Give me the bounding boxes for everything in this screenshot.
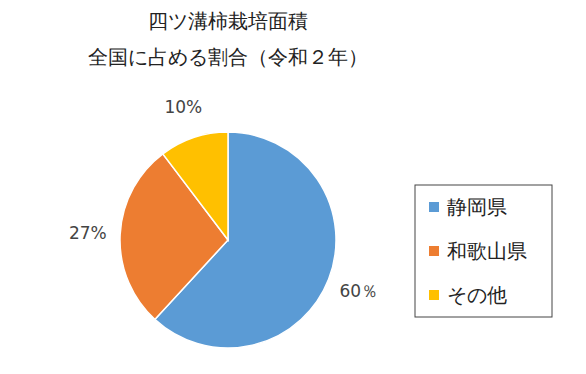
legend-label: 和歌山県 bbox=[447, 239, 527, 263]
legend-swatch bbox=[429, 246, 439, 256]
data-label: 10% bbox=[164, 97, 202, 117]
pie-slice bbox=[163, 132, 228, 240]
legend-swatch bbox=[429, 290, 439, 300]
legend-label: 静岡県 bbox=[447, 195, 507, 219]
chart-title: 四ツ溝柿栽培面積 bbox=[148, 9, 308, 33]
legend-swatch bbox=[429, 202, 439, 212]
legend: 静岡県和歌山県その他 bbox=[415, 185, 552, 317]
chart: 四ツ溝柿栽培面積全国に占める割合（令和２年） 60％ 27% 10% 静岡県和歌山県その… bbox=[0, 0, 586, 374]
pie bbox=[120, 132, 336, 348]
legend-frame bbox=[415, 185, 552, 317]
data-label: 27% bbox=[69, 223, 107, 243]
chart-title: 全国に占める割合（令和２年） bbox=[88, 45, 368, 69]
legend-label: その他 bbox=[447, 283, 507, 307]
data-label: 60％ bbox=[339, 281, 378, 301]
data-labels: 60％ 27% 10% bbox=[69, 97, 378, 301]
